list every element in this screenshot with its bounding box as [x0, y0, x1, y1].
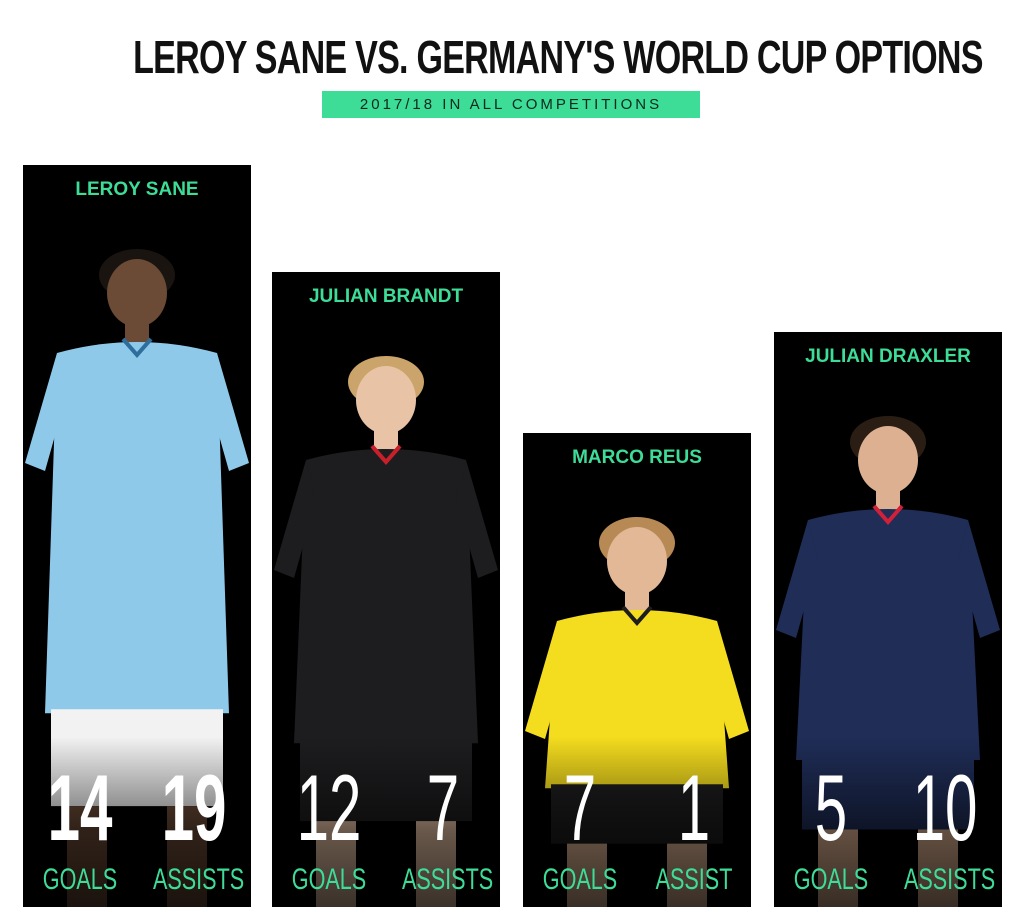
stats-shade: [774, 737, 1002, 907]
stats-shade: [523, 737, 751, 907]
player-name: JULIAN DRAXLER: [805, 346, 971, 367]
player-name: MARCO REUS: [572, 447, 702, 468]
player-bar: JULIAN BRANDT 12 7 GOALS ASSISTS: [272, 272, 500, 907]
goals-value: 7: [563, 755, 597, 860]
assists-value: 7: [426, 755, 460, 860]
assists-value: 1: [677, 755, 711, 860]
chart-subtitle: 2017/18 IN ALL COMPETITIONS: [322, 91, 700, 118]
goals-label: GOALS: [793, 863, 869, 896]
goals-value: 14: [47, 755, 113, 860]
assists-label: ASSIST: [655, 863, 733, 896]
stats-shade: [23, 737, 251, 907]
player-name: LEROY SANE: [75, 179, 199, 200]
player-name: JULIAN BRANDT: [308, 286, 464, 307]
goals-label: GOALS: [542, 863, 618, 896]
assists-label: ASSISTS: [401, 863, 494, 896]
goals-value: 12: [296, 755, 362, 860]
player-bar: LEROY SANE 14 19 GOALS ASSISTS: [23, 165, 251, 907]
assists-value: 10: [912, 755, 978, 860]
goals-label: GOALS: [291, 863, 367, 896]
assists-label: ASSISTS: [903, 863, 996, 896]
stats-shade: [272, 737, 500, 907]
player-bar: JULIAN DRAXLER 5 10 GOALS ASSISTS: [774, 332, 1002, 907]
assists-label: ASSISTS: [152, 863, 245, 896]
assists-value: 19: [161, 755, 227, 860]
player-bar: MARCO REUS 7 1 GOALS ASSIST: [523, 433, 751, 907]
goals-label: GOALS: [42, 863, 118, 896]
chart-title: LEROY SANE VS. GERMANY'S WORLD CUP OPTIO…: [133, 31, 983, 83]
goals-value: 5: [814, 755, 848, 860]
